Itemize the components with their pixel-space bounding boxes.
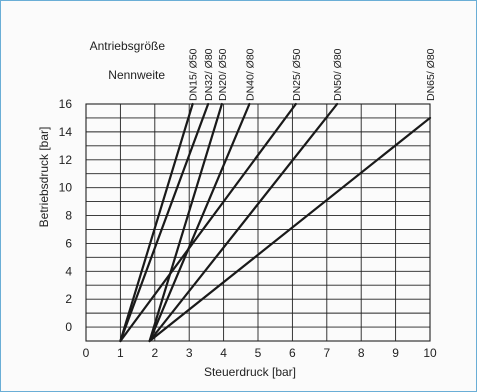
x-tick-label: 9 [392,346,399,360]
y-tick-label: 14 [59,125,73,139]
series-line-7 [148,116,432,343]
y-axis-label: Betriebsdruck [bar] [37,127,51,228]
x-axis-label: Steuerdruck [bar] [204,365,296,379]
series-line-4 [148,102,251,343]
series-label-1: DN15/ Ø50 [188,48,200,101]
x-tick-label: 7 [323,346,330,360]
y-tick-label: 16 [59,97,73,111]
header-row1-label: Antriebsgröße [90,39,166,53]
series-label-7: DN65/ Ø80 [425,48,437,101]
x-tick-label: 2 [151,346,158,360]
x-tick-label: 5 [255,346,262,360]
y-tick-label: 0 [65,320,72,334]
x-tick-label: 6 [289,346,296,360]
x-tick-label: 8 [358,346,365,360]
x-tick-label: 1 [117,346,124,360]
series-line-2 [119,102,210,343]
series-lines [119,102,432,343]
series-line-3 [148,102,223,343]
series-label-3: DN20/ Ø50 [217,48,229,101]
y-tick-label: 4 [65,264,72,278]
header-row2-label: Nennweite [108,68,165,82]
y-tick-label: 6 [65,236,72,250]
x-tick-label: 3 [186,346,193,360]
x-tick-label: 4 [220,346,227,360]
series-line-6 [148,102,339,343]
y-tick-label: 12 [59,153,73,167]
series-label-5: DN25/ Ø50 [291,48,303,101]
y-tick-label: 10 [59,181,73,195]
y-tick-label: 2 [65,292,72,306]
series-label-4: DN40/ Ø80 [244,48,256,101]
x-tick-label: 0 [83,346,90,360]
series-label-6: DN50/ Ø80 [332,48,344,101]
series-line-5 [119,102,297,343]
x-tick-label: 10 [423,346,437,360]
series-labels: DN15/ Ø50 DN32/ Ø80 DN20/ Ø50 DN40/ Ø80 DN25… [188,48,437,101]
y-tick-label: 8 [65,209,72,223]
series-label-2: DN32/ Ø80 [203,48,215,101]
series-line-1 [119,102,194,343]
grid [85,103,431,342]
